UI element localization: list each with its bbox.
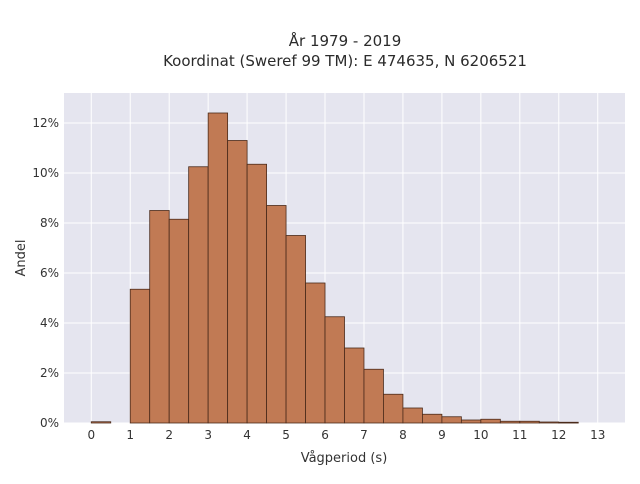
- chart-subtitle: Koordinat (Sweref 99 TM): E 474635, N 62…: [163, 52, 527, 70]
- x-tick-label: 6: [321, 428, 329, 442]
- x-tick-label: 2: [165, 428, 173, 442]
- histogram-bar: [499, 420, 521, 424]
- x-tick-label: 4: [243, 428, 251, 442]
- y-tick-label: 4%: [40, 316, 59, 330]
- x-tick-label: 9: [438, 428, 446, 442]
- y-tick-label: 6%: [40, 266, 59, 280]
- x-tick-label: 13: [590, 428, 605, 442]
- bars: [90, 112, 579, 424]
- histogram-bar: [149, 210, 170, 424]
- histogram-bar: [538, 421, 560, 424]
- y-tick-labels: 0% 2% 4% 6% 8% 10% 12%: [32, 116, 59, 430]
- x-tick-label: 3: [204, 428, 212, 442]
- histogram-bar: [480, 418, 501, 424]
- histogram-bar: [460, 419, 482, 424]
- histogram-bar: [422, 413, 443, 424]
- y-tick-label: 10%: [32, 166, 59, 180]
- histogram-bar: [383, 393, 404, 424]
- y-tick-label: 0%: [40, 416, 59, 430]
- histogram-bar: [344, 347, 365, 424]
- y-axis-label: Andel: [14, 240, 29, 277]
- y-tick-label: 2%: [40, 366, 59, 380]
- histogram-bar: [207, 112, 229, 424]
- x-tick-label: 5: [282, 428, 290, 442]
- x-tick-labels: 0 1 2 3 4 5 6 7 8 9 10 11 12 13: [87, 428, 605, 442]
- x-tick-label: 0: [87, 428, 95, 442]
- x-tick-label: 1: [126, 428, 134, 442]
- histogram-bar: [558, 421, 579, 424]
- x-tick-label: 10: [473, 428, 488, 442]
- histogram-bar: [227, 140, 248, 424]
- x-tick-label: 12: [551, 428, 566, 442]
- histogram-bar: [168, 218, 190, 424]
- x-tick-label: 8: [399, 428, 407, 442]
- histogram-bar: [246, 163, 267, 424]
- histogram-bar: [441, 416, 462, 424]
- y-tick-label: 12%: [32, 116, 59, 130]
- histogram-bar: [285, 235, 306, 424]
- chart-title: År 1979 - 2019: [289, 31, 402, 50]
- x-tick-label: 11: [512, 428, 527, 442]
- histogram-bar: [129, 288, 151, 424]
- histogram-bar: [324, 316, 345, 424]
- histogram-bar: [266, 205, 287, 424]
- x-tick-label: 7: [360, 428, 368, 442]
- histogram-bar: [90, 421, 112, 424]
- histogram-bar: [188, 166, 209, 424]
- histogram-bar: [363, 368, 384, 424]
- histogram-bar: [402, 407, 423, 424]
- histogram-bar: [519, 420, 540, 424]
- x-axis-label: Vågperiod (s): [301, 451, 388, 466]
- histogram-bar: [305, 282, 326, 424]
- y-tick-label: 8%: [40, 216, 59, 230]
